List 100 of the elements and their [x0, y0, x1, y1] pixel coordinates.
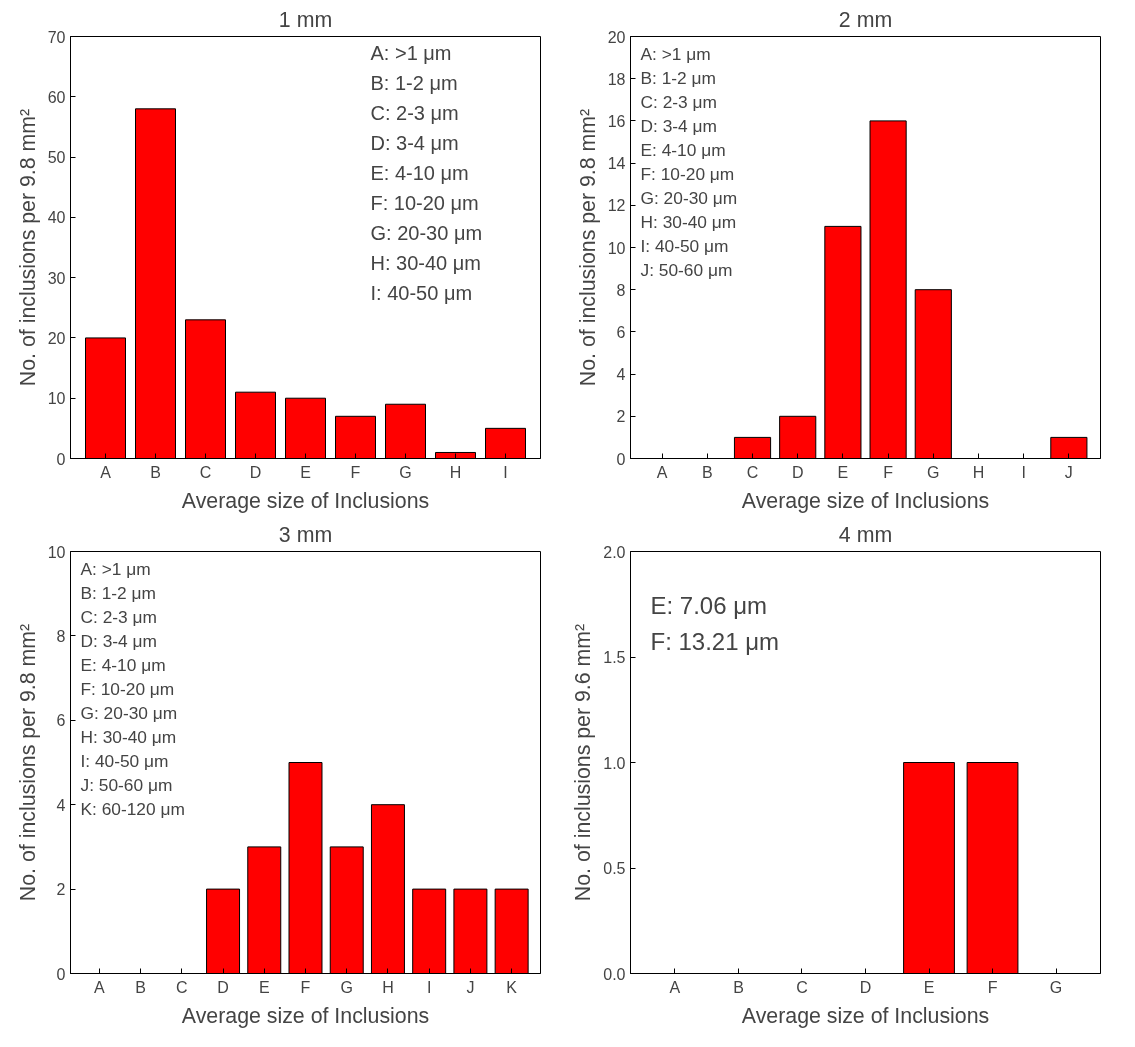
annotation: G: 20-30 μm: [640, 187, 738, 208]
annotation: B: 1-2 μm: [80, 582, 156, 603]
x-tick-label: F: [350, 463, 361, 481]
annotation: D: 3-4 μm: [370, 131, 459, 154]
x-tick-label: A: [100, 463, 112, 481]
x-tick-label: G: [927, 463, 940, 481]
annotation: I: 40-50 μm: [80, 750, 169, 771]
annotation: H: 30-40 μm: [370, 251, 481, 274]
x-tick-label: A: [94, 978, 106, 996]
x-tick-label: H: [382, 978, 394, 996]
x-tick-label: H: [972, 463, 985, 481]
annotation: G: 20-30 μm: [370, 221, 483, 244]
annotation: C: 2-3 μm: [370, 101, 459, 124]
y-tick-label: 70: [47, 28, 66, 46]
y-tick-label: 10: [47, 390, 66, 408]
y-tick-label: 40: [47, 209, 66, 227]
y-tick-label: 8: [616, 281, 626, 299]
y-tick-label: 0: [616, 450, 626, 468]
x-tick-label: C: [796, 978, 808, 996]
x-tick-label: G: [1049, 978, 1063, 996]
y-tick-label: 2: [616, 408, 626, 426]
y-tick-label: 0.5: [603, 860, 626, 877]
x-tick-label: I: [503, 463, 508, 481]
x-tick-label: I: [1021, 463, 1026, 481]
annotation: F: 13.21 μm: [650, 627, 780, 655]
y-tick-label: 10: [607, 239, 626, 257]
y-tick-label: 4: [56, 796, 66, 814]
x-tick-label: I: [426, 978, 432, 996]
chart-title: 4 mm: [838, 522, 893, 547]
x-axis-title: Average size of Inclusions: [181, 1003, 430, 1028]
annotation: K: 60-120 μm: [80, 798, 185, 819]
x-tick-label: H: [449, 463, 462, 481]
x-tick-label: F: [300, 978, 311, 996]
annotation: E: 4-10 μm: [640, 139, 726, 160]
annotation: H: 30-40 μm: [80, 726, 177, 747]
x-tick-label: F: [883, 463, 894, 481]
x-tick-label: J: [466, 978, 475, 996]
x-tick-label: C: [199, 463, 212, 481]
x-tick-label: D: [791, 463, 804, 481]
chart-title: 3 mm: [278, 522, 333, 547]
y-tick-label: 20: [47, 329, 66, 347]
y-tick-label: 50: [47, 149, 66, 167]
y-tick-label: 60: [47, 88, 66, 106]
y-tick-label: 6: [616, 323, 626, 341]
x-tick-label: B: [135, 978, 146, 996]
x-tick-label: E: [837, 463, 849, 481]
y-axis-title: No. of inclusions per 9.8 mm²: [15, 108, 40, 387]
annotation: A: >1 μm: [370, 41, 452, 64]
y-tick-label: 18: [607, 70, 626, 88]
x-tick-label: C: [746, 463, 759, 481]
annotation: C: 2-3 μm: [640, 91, 717, 112]
x-tick-label: J: [1064, 463, 1073, 481]
y-axis-title: No. of inclusions per 9.8 mm²: [15, 623, 40, 902]
annotation: D: 3-4 μm: [640, 115, 717, 136]
annotation: C: 2-3 μm: [80, 606, 157, 627]
annotation: G: 20-30 μm: [80, 702, 178, 723]
x-tick-label: D: [249, 463, 262, 481]
y-tick-label: 0: [56, 965, 66, 983]
y-tick-label: 4: [616, 366, 626, 384]
x-axis-title: Average size of Inclusions: [181, 488, 430, 513]
y-tick-label: 30: [47, 269, 66, 287]
annotation: E: 7.06 μm: [650, 591, 768, 619]
y-axis-title: No. of inclusions per 9.8 mm²: [575, 108, 600, 387]
x-tick-label: A: [656, 463, 668, 481]
y-tick-label: 20: [607, 28, 626, 46]
y-tick-label: 10: [47, 543, 66, 561]
y-tick-label: 1.5: [603, 649, 626, 666]
annotation: F: 10-20 μm: [80, 678, 175, 699]
x-tick-label: B: [150, 463, 161, 481]
annotation: I: 40-50 μm: [640, 235, 729, 256]
y-tick-label: 14: [607, 155, 626, 173]
annotation: J: 50-60 μm: [640, 259, 733, 280]
annotation: B: 1-2 μm: [640, 67, 716, 88]
x-tick-label: A: [669, 978, 681, 996]
x-tick-label: D: [217, 978, 229, 996]
annotation: B: 1-2 μm: [370, 71, 458, 94]
y-tick-label: 16: [607, 112, 626, 130]
y-tick-label: 0: [56, 450, 66, 468]
annotation: A: >1 μm: [80, 558, 151, 579]
annotation: H: 30-40 μm: [640, 211, 737, 232]
annotation: E: 4-10 μm: [370, 161, 469, 184]
y-tick-label: 12: [607, 197, 626, 215]
y-axis-title: No. of inclusions per 9.6 mm²: [571, 623, 596, 902]
annotation: J: 50-60 μm: [80, 774, 173, 795]
y-tick-label: 0.0: [603, 965, 626, 983]
x-tick-label: K: [506, 978, 518, 996]
x-tick-label: D: [859, 978, 872, 996]
x-tick-label: B: [733, 978, 744, 996]
y-tick-label: 2: [56, 881, 66, 899]
x-tick-label: E: [258, 978, 270, 996]
annotation: D: 3-4 μm: [80, 630, 157, 651]
annotation: F: 10-20 μm: [640, 163, 735, 184]
x-axis-title: Average size of Inclusions: [741, 1003, 990, 1028]
y-tick-label: 1.0: [603, 754, 626, 772]
y-tick-label: 2.0: [603, 543, 626, 561]
annotation: A: >1 μm: [640, 43, 711, 64]
x-tick-label: E: [300, 463, 311, 481]
x-tick-label: G: [340, 978, 353, 996]
annotation: E: 4-10 μm: [80, 654, 166, 675]
x-tick-label: G: [399, 463, 412, 481]
